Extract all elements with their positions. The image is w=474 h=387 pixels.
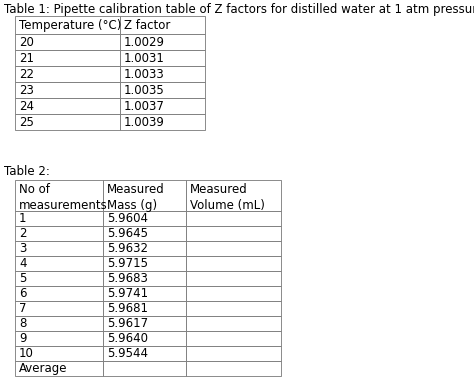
Bar — [186, 241, 281, 256]
Bar — [186, 226, 281, 241]
Text: 5.9683: 5.9683 — [107, 272, 148, 285]
Text: 5.9617: 5.9617 — [107, 317, 148, 330]
Bar — [120, 34, 205, 50]
Text: 20: 20 — [19, 36, 34, 48]
Text: 5.9640: 5.9640 — [107, 332, 148, 345]
Bar — [186, 180, 281, 211]
Text: Measured
Volume (mL): Measured Volume (mL) — [190, 183, 265, 212]
Bar — [15, 180, 103, 211]
Bar — [15, 82, 120, 98]
Bar — [15, 241, 103, 256]
Text: 23: 23 — [19, 84, 34, 96]
Bar — [103, 256, 186, 271]
Text: 1.0029: 1.0029 — [124, 36, 165, 48]
Bar — [186, 361, 281, 376]
Bar — [15, 301, 103, 316]
Text: 10: 10 — [19, 347, 34, 360]
Bar — [120, 66, 205, 82]
Bar — [120, 82, 205, 98]
Text: 5.9632: 5.9632 — [107, 242, 148, 255]
Text: Table 1: Pipette calibration table of Z factors for distilled water at 1 atm pre: Table 1: Pipette calibration table of Z … — [4, 3, 474, 16]
Text: 1.0031: 1.0031 — [124, 51, 165, 65]
Text: 7: 7 — [19, 302, 27, 315]
Text: 8: 8 — [19, 317, 27, 330]
Bar — [120, 50, 205, 66]
Bar — [120, 16, 205, 34]
Bar — [103, 211, 186, 226]
Text: 9: 9 — [19, 332, 27, 345]
Text: 5.9544: 5.9544 — [107, 347, 148, 360]
Text: 5.9645: 5.9645 — [107, 227, 148, 240]
Text: 5: 5 — [19, 272, 27, 285]
Text: 1.0033: 1.0033 — [124, 67, 165, 80]
Bar — [15, 50, 120, 66]
Text: 5.9604: 5.9604 — [107, 212, 148, 225]
Text: Table 2:: Table 2: — [4, 165, 50, 178]
Bar — [15, 331, 103, 346]
Bar — [103, 180, 186, 211]
Bar — [103, 346, 186, 361]
Text: 1.0037: 1.0037 — [124, 99, 165, 113]
Bar — [103, 241, 186, 256]
Bar — [186, 301, 281, 316]
Text: 5.9715: 5.9715 — [107, 257, 148, 270]
Bar — [103, 316, 186, 331]
Bar — [103, 226, 186, 241]
Bar — [186, 256, 281, 271]
Bar — [186, 286, 281, 301]
Bar — [103, 271, 186, 286]
Text: 1: 1 — [19, 212, 27, 225]
Text: 21: 21 — [19, 51, 34, 65]
Bar — [15, 226, 103, 241]
Bar — [186, 346, 281, 361]
Bar — [15, 256, 103, 271]
Bar — [15, 361, 103, 376]
Bar — [120, 98, 205, 114]
Bar — [15, 34, 120, 50]
Text: 5.9681: 5.9681 — [107, 302, 148, 315]
Bar — [103, 361, 186, 376]
Text: No of
measurements: No of measurements — [19, 183, 108, 212]
Bar — [15, 211, 103, 226]
Text: Measured
Mass (g): Measured Mass (g) — [107, 183, 165, 212]
Text: 1.0039: 1.0039 — [124, 115, 165, 128]
Text: Z factor: Z factor — [124, 19, 170, 32]
Bar — [15, 66, 120, 82]
Text: 2: 2 — [19, 227, 27, 240]
Text: 6: 6 — [19, 287, 27, 300]
Bar — [15, 316, 103, 331]
Text: 1.0035: 1.0035 — [124, 84, 165, 96]
Bar — [15, 286, 103, 301]
Text: Temperature (°C): Temperature (°C) — [19, 19, 121, 32]
Bar — [186, 211, 281, 226]
Text: 24: 24 — [19, 99, 34, 113]
Bar — [15, 98, 120, 114]
Bar — [15, 346, 103, 361]
Bar — [186, 331, 281, 346]
Text: 25: 25 — [19, 115, 34, 128]
Bar — [15, 16, 120, 34]
Text: 5.9741: 5.9741 — [107, 287, 148, 300]
Bar — [103, 331, 186, 346]
Bar — [103, 286, 186, 301]
Bar — [15, 271, 103, 286]
Bar — [186, 316, 281, 331]
Text: 3: 3 — [19, 242, 27, 255]
Text: Average: Average — [19, 362, 67, 375]
Text: 22: 22 — [19, 67, 34, 80]
Bar — [103, 301, 186, 316]
Text: 4: 4 — [19, 257, 27, 270]
Bar — [15, 114, 120, 130]
Bar — [186, 271, 281, 286]
Bar — [120, 114, 205, 130]
